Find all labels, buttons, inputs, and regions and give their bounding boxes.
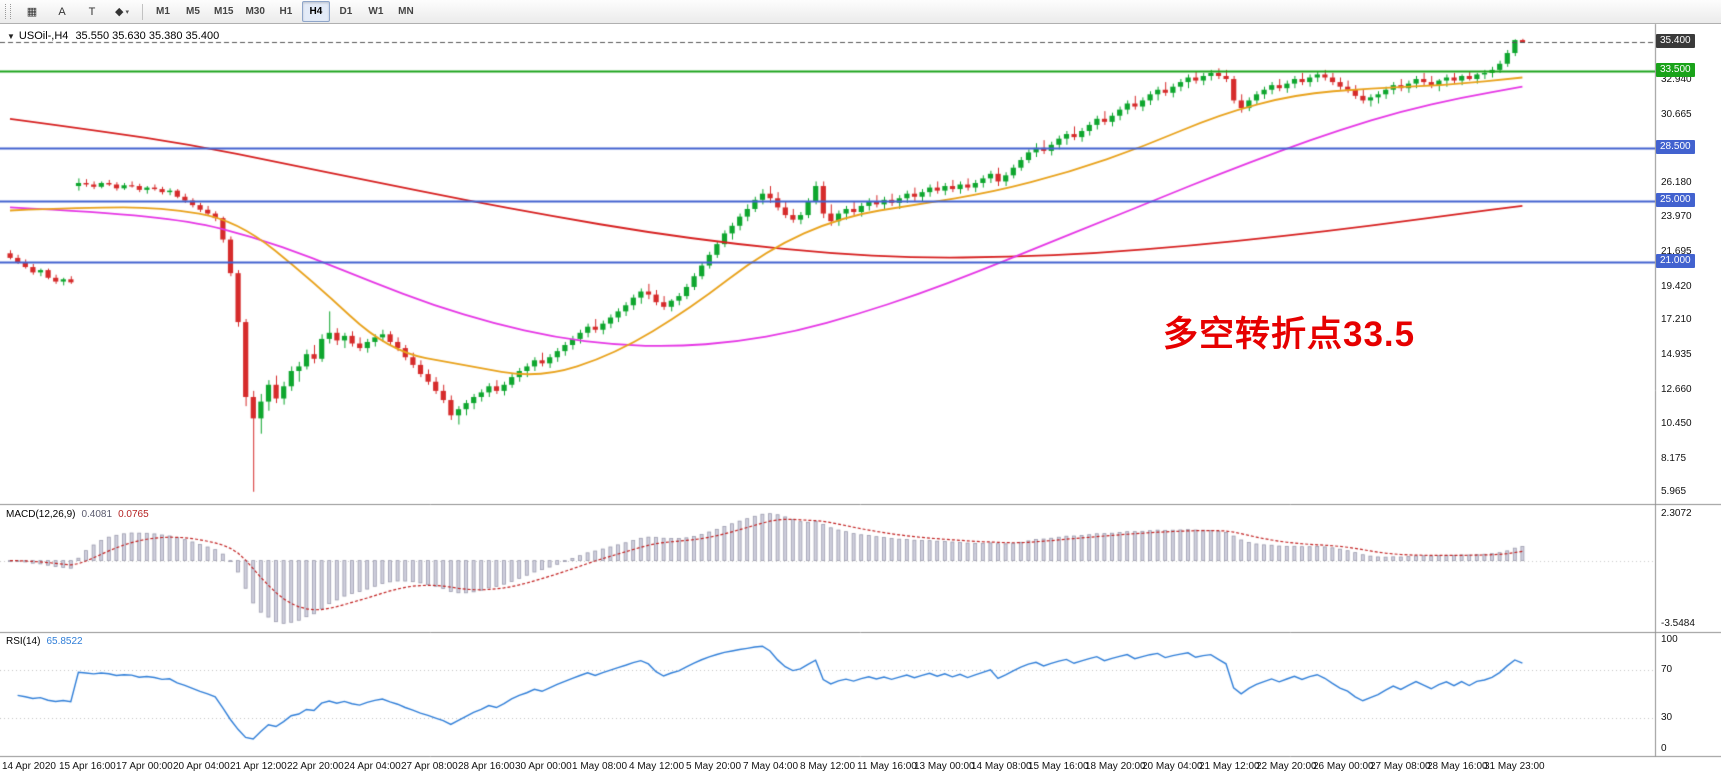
time-axis-label: 20 Apr 04:00: [173, 761, 230, 772]
annotation-a-glyph: A: [58, 5, 66, 18]
price-axis[interactable]: 32.940 30.665 26.180 23.970 21.695 19.420 17.2…: [1656, 24, 1721, 757]
macd-main-value: 0.4081: [81, 509, 113, 520]
price-tick-label: 10.450: [1661, 417, 1692, 429]
price-tick-label: 14.935: [1661, 349, 1692, 361]
time-axis-label: 17 Apr 00:00: [116, 761, 173, 772]
rsi-axis-label: 0: [1661, 743, 1667, 754]
annotation-a-button[interactable]: A: [48, 1, 76, 22]
rsi-value: 65.8522: [46, 636, 83, 647]
price-level-badge: 35.400: [1656, 34, 1695, 49]
time-axis-label: 5 May 20:00: [686, 761, 742, 772]
time-axis-label: 8 May 12:00: [800, 761, 856, 772]
shapes-dropdown-button[interactable]: ◆ ▾: [108, 1, 136, 22]
time-axis-label: 27 Apr 08:00: [401, 761, 458, 772]
price-tick-label: 26.180: [1661, 177, 1692, 189]
text-tool-glyph: T: [88, 5, 96, 18]
chart-grid-glyph: ▦: [26, 6, 38, 18]
time-axis-label: 26 May 00:00: [1313, 761, 1374, 772]
macd-label: MACD(12,26,9): [6, 509, 76, 520]
timeframe-mn-button[interactable]: MN: [398, 6, 414, 17]
chevron-down-icon: ▾: [125, 8, 129, 16]
time-axis-label: 20 May 04:00: [1142, 761, 1203, 772]
one-click-collapse-icon[interactable]: ▼: [7, 32, 15, 41]
timeframe-m5-button[interactable]: M5: [186, 6, 200, 17]
timeframe-h1-button[interactable]: H1: [279, 6, 293, 17]
timeframe-m30-button[interactable]: M30: [245, 6, 265, 17]
price-tick-label: 17.210: [1661, 314, 1692, 326]
price-level-badge: 33.500: [1656, 63, 1695, 78]
toolbar-grip-handle[interactable]: [5, 4, 11, 19]
price-tick-label: 23.970: [1661, 211, 1692, 223]
timeframe-m1-button[interactable]: M1: [156, 6, 170, 17]
time-axis-label: 15 Apr 16:00: [59, 761, 116, 772]
rsi-label: RSI(14): [6, 636, 41, 647]
price-tick-label: 21.695: [1661, 245, 1692, 257]
rsi-axis-label: 100: [1661, 634, 1678, 645]
symbol-period-label: USOil-,H4: [18, 30, 69, 42]
time-axis-label: 15 May 16:00: [1028, 761, 1089, 772]
toolbar-separator: [142, 3, 143, 20]
price-level-badge: 25.000: [1656, 193, 1695, 208]
time-axis-label: 24 Apr 04:00: [344, 761, 401, 772]
ohlc-values: 35.550 35.630 35.380 35.400: [75, 30, 220, 42]
timeframe-w1-button[interactable]: W1: [368, 6, 384, 17]
time-axis-label: 14 May 08:00: [971, 761, 1032, 772]
time-axis-label: 21 May 12:00: [1199, 761, 1260, 772]
rsi-axis-label: 70: [1661, 663, 1673, 675]
time-axis-label: 28 Apr 16:00: [458, 761, 515, 772]
chart-header: ▼ USOil-,H4 35.550 35.630 35.380 35.400: [7, 30, 219, 42]
time-axis-label: 18 May 20:00: [1085, 761, 1146, 772]
rsi-axis-label: 30: [1661, 712, 1673, 724]
price-tick-label: 8.175: [1661, 452, 1687, 464]
timeframe-h4-button[interactable]: H4: [301, 1, 330, 22]
macd-axis-max: 2.3072: [1661, 508, 1692, 519]
price-level-badge: 28.500: [1656, 139, 1695, 154]
shapes-icon: ◆: [115, 6, 124, 18]
time-axis-label: 13 May 00:00: [914, 761, 975, 772]
time-axis-label: 27 May 08:00: [1370, 761, 1431, 772]
text-tool-button[interactable]: T: [78, 1, 106, 22]
macd-axis-min: -3.5484: [1661, 618, 1695, 629]
rsi-label-row: RSI(14) 65.8522: [6, 636, 83, 647]
price-tick-label: 19.420: [1661, 280, 1692, 292]
chart-text-annotation: 多空转折点33.5: [1163, 315, 1416, 354]
price-tick-label: 5.965: [1661, 486, 1687, 498]
macd-label-row: MACD(12,26,9) 0.4081 0.0765: [6, 509, 149, 520]
time-axis-label: 4 May 12:00: [629, 761, 685, 772]
time-axis-label: 31 May 23:00: [1484, 761, 1545, 772]
time-axis-label: 30 Apr 00:00: [515, 761, 572, 772]
timeframe-d1-button[interactable]: D1: [339, 6, 353, 17]
time-axis-label: 21 Apr 12:00: [230, 761, 287, 772]
time-axis-label: 22 May 20:00: [1256, 761, 1317, 772]
toolbar: ▦ A T ◆ ▾ M1 M5 M15 M30 H1 H4 D1 W1 MN: [0, 0, 1721, 24]
price-tick-label: 12.660: [1661, 383, 1692, 395]
price-level-badge: 21.000: [1656, 254, 1695, 269]
chart-grid-icon[interactable]: ▦: [18, 1, 46, 22]
time-axis-label: 1 May 08:00: [572, 761, 628, 772]
price-tick-label: 30.665: [1661, 108, 1692, 120]
time-axis-label: 11 May 16:00: [857, 761, 917, 772]
time-axis[interactable]: 14 Apr 2020 15 Apr 16:00 17 Apr 00:00 20 Ap…: [0, 759, 1655, 782]
timeframe-m15-button[interactable]: M15: [214, 6, 234, 17]
price-tick-label: 32.940: [1661, 73, 1692, 85]
time-axis-label: 28 May 16:00: [1427, 761, 1488, 772]
time-axis-label: 14 Apr 2020: [2, 761, 56, 772]
time-axis-label: 22 Apr 20:00: [287, 761, 344, 772]
macd-signal-value: 0.0765: [118, 509, 149, 520]
time-axis-label: 7 May 04:00: [743, 761, 799, 772]
